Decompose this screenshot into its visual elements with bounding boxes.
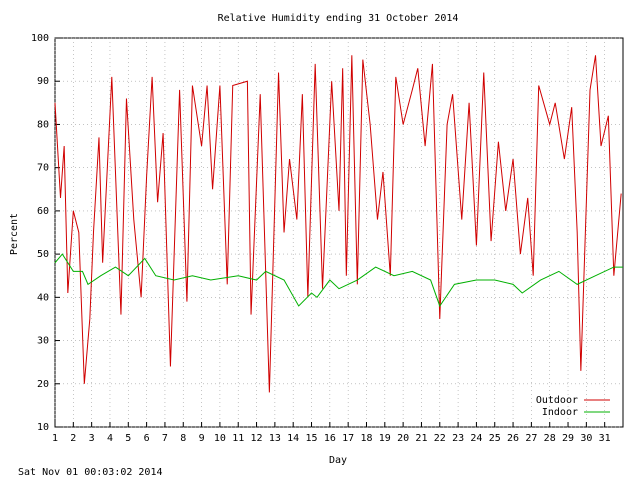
x-tick-label: 23 [452,433,464,444]
x-tick-label: 26 [507,433,519,444]
x-tick-label: 13 [269,433,281,444]
y-tick-label: 80 [37,119,49,130]
x-tick-label: 5 [125,433,131,444]
x-tick-label: 22 [434,433,446,444]
x-tick-label: 28 [544,433,556,444]
y-tick-label: 70 [37,163,49,174]
x-tick-label: 2 [70,433,76,444]
x-tick-label: 9 [199,433,205,444]
x-tick-label: 7 [162,433,168,444]
legend-label: Indoor [542,407,578,418]
y-tick-label: 90 [37,76,49,87]
x-tick-label: 15 [305,433,317,444]
x-tick-label: 8 [180,433,186,444]
legend-label: Outdoor [536,395,578,406]
x-tick-label: 24 [470,433,482,444]
data-line [54,253,623,308]
x-tick-label: 4 [107,433,113,444]
x-tick-label: 20 [397,433,409,444]
footer: Sat Nov 01 00:03:02 2014 [18,467,163,478]
x-tick-label: 10 [214,433,226,444]
y-tick-label: 10 [37,422,49,433]
x-tick-label: 19 [379,433,391,444]
y-tick-label: 100 [31,33,49,44]
plot-frame [54,37,624,428]
x-tick-label: 18 [360,433,372,444]
x-tick-label: 12 [251,433,263,444]
x-tick-label: 16 [324,433,336,444]
x-tick-label: 25 [489,433,501,444]
x-tick-label: 6 [144,433,150,444]
x-tick-label: 31 [599,433,611,444]
y-tick-label: 50 [37,249,49,260]
x-axis-label: Day [329,455,347,466]
x-tick-label: 11 [232,433,244,444]
x-tick-label: 29 [562,433,574,444]
y-tick-label: 30 [37,336,49,347]
x-tick-label: 21 [415,433,427,444]
x-tick-label: 17 [342,433,354,444]
x-tick-label: 14 [287,433,299,444]
chart-title: Relative Humidity ending 31 October 2014 [218,13,459,24]
y-axis-label: Percent [9,213,20,255]
x-tick-label: 3 [89,433,95,444]
data-line [54,55,622,393]
y-tick-label: 20 [37,379,49,390]
x-tick-label: 27 [525,433,537,444]
x-tick-label: 30 [580,433,592,444]
x-tick-label: 1 [52,433,58,444]
y-tick-label: 60 [37,206,49,217]
y-tick-label: 40 [37,292,49,303]
